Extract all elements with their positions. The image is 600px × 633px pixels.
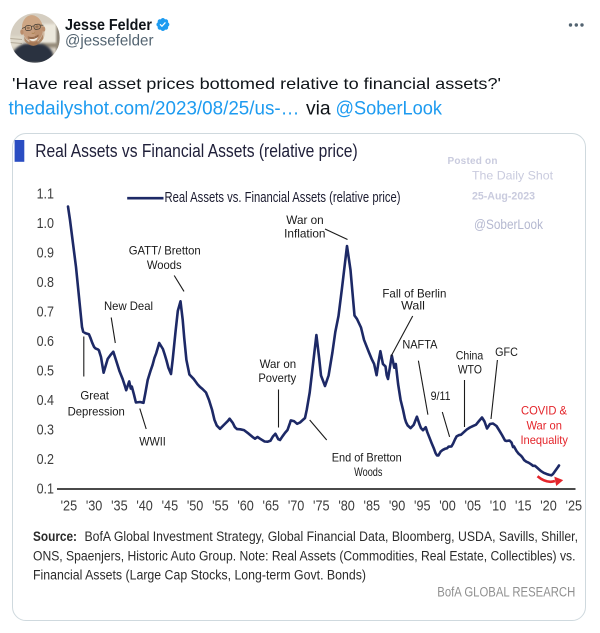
svg-text:'25: '25 xyxy=(566,498,583,515)
svg-text:Financial Assets (Large Cap St: Financial Assets (Large Cap Stocks, Long… xyxy=(33,568,366,583)
svg-text:'55: '55 xyxy=(212,498,229,515)
svg-text:Inflation: Inflation xyxy=(284,227,325,241)
svg-text:1.1: 1.1 xyxy=(37,186,54,203)
svg-text:'85: '85 xyxy=(364,498,381,515)
svg-text:WTO: WTO xyxy=(458,363,482,377)
svg-text:'40: '40 xyxy=(136,498,153,515)
svg-text:'65: '65 xyxy=(263,498,280,515)
svg-text:War on: War on xyxy=(526,419,562,433)
svg-text:Poverty: Poverty xyxy=(258,371,296,385)
svg-text:'00: '00 xyxy=(439,498,456,515)
svg-text:Wall: Wall xyxy=(401,299,425,313)
svg-text:0.3: 0.3 xyxy=(37,422,54,439)
svg-text:Inequality: Inequality xyxy=(520,433,568,447)
svg-text:Fall of Berlin: Fall of Berlin xyxy=(382,287,446,301)
svg-text:@SoberLook: @SoberLook xyxy=(336,99,443,120)
svg-text:War on: War on xyxy=(286,213,323,227)
svg-text:'20: '20 xyxy=(540,498,557,515)
svg-text:0.1: 0.1 xyxy=(37,481,54,498)
svg-text:'60: '60 xyxy=(237,498,254,515)
svg-text:Woods: Woods xyxy=(147,258,182,272)
svg-text:0.5: 0.5 xyxy=(37,363,54,380)
svg-text:via: via xyxy=(306,99,331,120)
svg-text:Woods: Woods xyxy=(354,465,382,479)
svg-text:25-Aug-2023: 25-Aug-2023 xyxy=(472,191,535,203)
svg-text:0.8: 0.8 xyxy=(37,274,54,291)
svg-text:GATT/ Bretton: GATT/ Bretton xyxy=(129,244,201,258)
svg-text:'95: '95 xyxy=(414,498,431,515)
svg-text:'25: '25 xyxy=(61,498,78,515)
svg-text:Jesse Felder: Jesse Felder xyxy=(65,17,152,34)
svg-text:The Daily Shot: The Daily Shot xyxy=(472,169,554,183)
svg-text:@SoberLook: @SoberLook xyxy=(474,217,543,232)
svg-text:0.4: 0.4 xyxy=(37,392,54,409)
svg-text:9/11: 9/11 xyxy=(431,389,451,403)
svg-text:thedailyshot.com/2023/08/25/us: thedailyshot.com/2023/08/25/us-… xyxy=(9,99,300,120)
svg-text:War on: War on xyxy=(260,357,297,371)
svg-text:WWII: WWII xyxy=(139,435,166,449)
svg-text:GFC: GFC xyxy=(495,345,518,359)
svg-text:COVID &: COVID & xyxy=(521,404,567,418)
svg-text:'10: '10 xyxy=(490,498,507,515)
svg-text:'35: '35 xyxy=(111,498,128,515)
svg-text:'30: '30 xyxy=(86,498,103,515)
svg-text:New Deal: New Deal xyxy=(104,299,153,313)
svg-text:Real Assets vs Financial Asset: Real Assets vs Financial Assets (relativ… xyxy=(35,140,358,161)
svg-text:'45: '45 xyxy=(162,498,179,515)
svg-text:BofA GLOBAL RESEARCH: BofA GLOBAL RESEARCH xyxy=(437,585,575,600)
svg-text:Posted on: Posted on xyxy=(448,156,498,167)
svg-text:ONS, Spaenjers, Historic Auto: ONS, Spaenjers, Historic Auto Group. Not… xyxy=(33,548,576,563)
svg-text:Great: Great xyxy=(80,389,109,403)
svg-text:NAFTA: NAFTA xyxy=(402,337,437,351)
svg-text:0.9: 0.9 xyxy=(37,245,54,262)
svg-text:End of Bretton: End of Bretton xyxy=(332,451,402,465)
svg-text:Depression: Depression xyxy=(68,404,125,418)
svg-text:1.0: 1.0 xyxy=(37,215,54,232)
svg-text:'05: '05 xyxy=(465,498,482,515)
svg-text:Real Assets vs. Financial Asse: Real Assets vs. Financial Assets (relati… xyxy=(165,189,401,206)
svg-text:0.2: 0.2 xyxy=(37,451,54,468)
svg-text:'15: '15 xyxy=(515,498,532,515)
svg-text:'70: '70 xyxy=(288,498,305,515)
svg-text:'Have real asset prices bottom: 'Have real asset prices bottomed relativ… xyxy=(12,76,501,93)
svg-text:Source:: Source: xyxy=(33,529,77,544)
svg-text:'80: '80 xyxy=(338,498,355,515)
svg-text:China: China xyxy=(456,349,484,363)
svg-text:@jessefelder: @jessefelder xyxy=(65,33,154,50)
svg-text:'90: '90 xyxy=(389,498,406,515)
svg-text:'75: '75 xyxy=(313,498,330,515)
svg-text:0.7: 0.7 xyxy=(37,304,54,321)
svg-text:0.6: 0.6 xyxy=(37,333,54,350)
svg-text:'50: '50 xyxy=(187,498,204,515)
svg-text:BofA Global Investment Strateg: BofA Global Investment Strategy, Global … xyxy=(85,529,579,544)
